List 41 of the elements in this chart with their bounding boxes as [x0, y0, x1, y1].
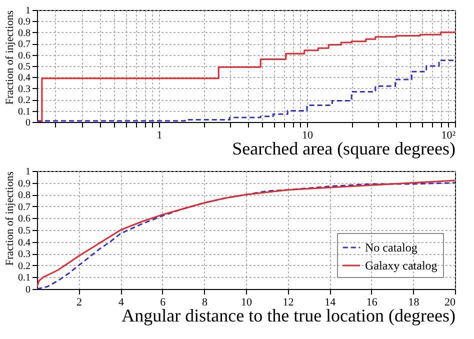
y-axis-title: Fraction of injections [4, 172, 16, 266]
y-tick-label: 0.5 [18, 62, 30, 72]
x-tick-label: 10² [441, 130, 456, 142]
x-tick-label: 4 [118, 296, 124, 308]
x-axis-title: Angular distance to the true location (degrees) [122, 306, 456, 326]
y-axis-title: Fraction of injections [4, 10, 16, 105]
x-axis-title: Searched area (square degrees) [232, 138, 456, 158]
y-tick-label: 0.2 [18, 95, 30, 106]
x-tick-label: 8 [202, 296, 208, 308]
x-tick-label: 16 [366, 296, 378, 308]
x-tick-label: 18 [408, 296, 420, 308]
x-tick-label: 6 [160, 296, 166, 308]
x-tick-label: 1 [156, 130, 162, 142]
y-tick-label: 0 [26, 284, 30, 296]
legend-label: Galaxy catalog [365, 258, 438, 272]
y-tick-label: 0.8 [18, 190, 30, 202]
y-tick-label: 0.9 [18, 16, 30, 28]
y-tick-label: 0.1 [18, 106, 30, 118]
y-tick-label: 0.6 [18, 214, 30, 225]
x-tick-label: 2 [76, 296, 82, 308]
y-tick-label: 0.5 [18, 226, 30, 236]
y-tick-label: 0.8 [18, 28, 30, 39]
x-tick-label: 12 [282, 296, 294, 308]
y-tick-label: 0 [26, 118, 30, 128]
y-tick-label: 0.3 [18, 249, 30, 260]
y-tick-label: 0.4 [18, 72, 30, 84]
y-tick-label: 0.3 [18, 84, 30, 95]
y-tick-label: 0.2 [18, 260, 30, 272]
x-tick-label: 14 [324, 296, 336, 308]
y-tick-label: 0.6 [18, 50, 30, 62]
y-tick-label: 0.7 [18, 202, 30, 213]
y-tick-label: 0.4 [18, 237, 30, 248]
y-tick-label: 1 [26, 166, 30, 178]
y-tick-label: 0.9 [18, 178, 30, 190]
y-tick-label: 1 [26, 6, 30, 16]
y-tick-label: 0.1 [18, 272, 30, 284]
x-tick-label: 10 [241, 296, 252, 308]
legend-label: No catalog [365, 240, 418, 254]
x-tick-label: 10 [302, 130, 314, 142]
y-tick-label: 0.7 [18, 39, 30, 50]
x-tick-label: 20 [444, 296, 456, 308]
